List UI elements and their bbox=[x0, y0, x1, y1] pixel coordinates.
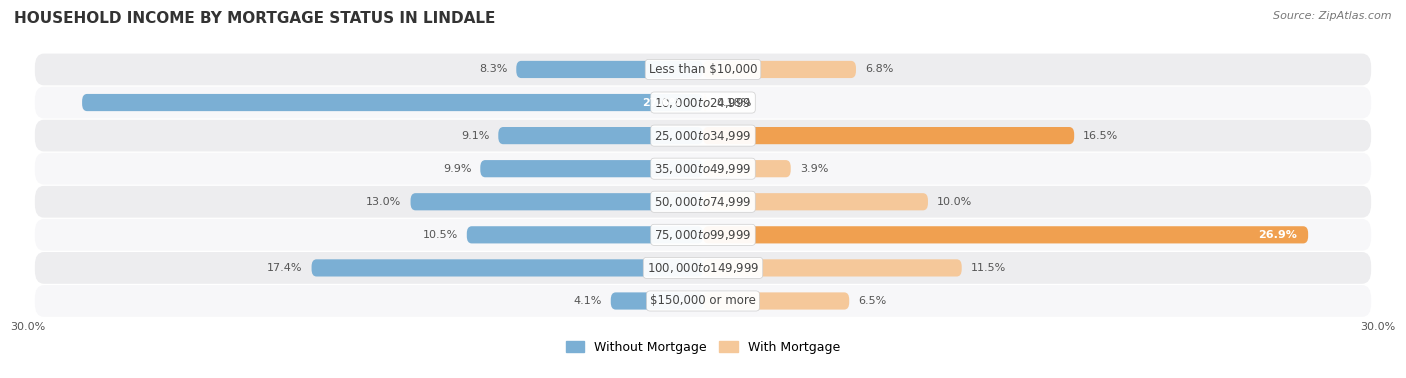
Text: 27.6%: 27.6% bbox=[641, 98, 681, 107]
Text: 8.3%: 8.3% bbox=[479, 65, 508, 74]
Text: 26.9%: 26.9% bbox=[1258, 230, 1296, 240]
FancyBboxPatch shape bbox=[703, 293, 849, 310]
Text: 17.4%: 17.4% bbox=[267, 263, 302, 273]
Text: $50,000 to $74,999: $50,000 to $74,999 bbox=[654, 195, 752, 209]
Text: $35,000 to $49,999: $35,000 to $49,999 bbox=[654, 162, 752, 176]
FancyBboxPatch shape bbox=[35, 54, 1371, 85]
FancyBboxPatch shape bbox=[703, 226, 1308, 243]
FancyBboxPatch shape bbox=[411, 193, 703, 210]
Text: 9.9%: 9.9% bbox=[443, 164, 471, 174]
FancyBboxPatch shape bbox=[312, 259, 703, 277]
Text: $25,000 to $34,999: $25,000 to $34,999 bbox=[654, 129, 752, 143]
Text: 11.5%: 11.5% bbox=[970, 263, 1005, 273]
FancyBboxPatch shape bbox=[35, 219, 1371, 251]
FancyBboxPatch shape bbox=[610, 293, 703, 310]
Text: Source: ZipAtlas.com: Source: ZipAtlas.com bbox=[1274, 11, 1392, 21]
FancyBboxPatch shape bbox=[35, 285, 1371, 317]
Text: Less than $10,000: Less than $10,000 bbox=[648, 63, 758, 76]
Text: $75,000 to $99,999: $75,000 to $99,999 bbox=[654, 228, 752, 242]
FancyBboxPatch shape bbox=[703, 259, 962, 277]
Text: 3.9%: 3.9% bbox=[800, 164, 828, 174]
FancyBboxPatch shape bbox=[703, 160, 790, 177]
Text: $150,000 or more: $150,000 or more bbox=[650, 294, 756, 307]
Text: 4.1%: 4.1% bbox=[574, 296, 602, 306]
Text: 9.1%: 9.1% bbox=[461, 131, 489, 141]
FancyBboxPatch shape bbox=[703, 61, 856, 78]
FancyBboxPatch shape bbox=[35, 120, 1371, 152]
Text: 13.0%: 13.0% bbox=[367, 197, 402, 207]
FancyBboxPatch shape bbox=[35, 87, 1371, 118]
FancyBboxPatch shape bbox=[35, 252, 1371, 284]
Text: 16.5%: 16.5% bbox=[1083, 131, 1118, 141]
Text: HOUSEHOLD INCOME BY MORTGAGE STATUS IN LINDALE: HOUSEHOLD INCOME BY MORTGAGE STATUS IN L… bbox=[14, 11, 495, 26]
Text: 10.5%: 10.5% bbox=[423, 230, 458, 240]
Text: $10,000 to $24,999: $10,000 to $24,999 bbox=[654, 96, 752, 110]
FancyBboxPatch shape bbox=[35, 153, 1371, 184]
Text: 6.5%: 6.5% bbox=[858, 296, 886, 306]
FancyBboxPatch shape bbox=[467, 226, 703, 243]
FancyBboxPatch shape bbox=[481, 160, 703, 177]
FancyBboxPatch shape bbox=[702, 94, 709, 111]
FancyBboxPatch shape bbox=[516, 61, 703, 78]
Text: $100,000 to $149,999: $100,000 to $149,999 bbox=[647, 261, 759, 275]
FancyBboxPatch shape bbox=[498, 127, 703, 144]
FancyBboxPatch shape bbox=[703, 193, 928, 210]
Text: 10.0%: 10.0% bbox=[936, 197, 972, 207]
Legend: Without Mortgage, With Mortgage: Without Mortgage, With Mortgage bbox=[561, 336, 845, 359]
Text: 0.18%: 0.18% bbox=[716, 98, 751, 107]
FancyBboxPatch shape bbox=[35, 186, 1371, 218]
FancyBboxPatch shape bbox=[703, 127, 1074, 144]
Text: 6.8%: 6.8% bbox=[865, 65, 893, 74]
FancyBboxPatch shape bbox=[82, 94, 703, 111]
